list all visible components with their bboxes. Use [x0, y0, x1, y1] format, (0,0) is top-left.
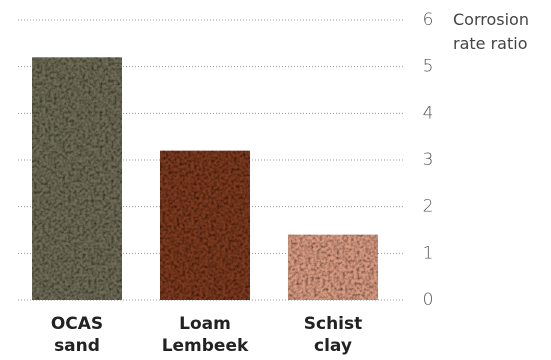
bar	[288, 234, 378, 300]
y-tick-label: 0	[423, 290, 434, 310]
y-axis-label: Corrosion rate ratio	[453, 10, 529, 53]
y-tick-label: 1	[423, 243, 434, 263]
x-tick-label: OCAS sand	[50, 314, 104, 356]
y-tick-label: 4	[423, 103, 434, 123]
bar	[160, 150, 250, 300]
y-tick-label: 3	[423, 150, 434, 170]
x-tick-label: Loam Lembeek	[161, 314, 249, 356]
bar	[32, 57, 122, 301]
y-tick-label: 5	[423, 57, 434, 77]
y-tick-label: 6	[423, 10, 434, 30]
x-tick-label: Schist clay	[303, 314, 363, 356]
y-tick-label: 2	[423, 197, 434, 217]
